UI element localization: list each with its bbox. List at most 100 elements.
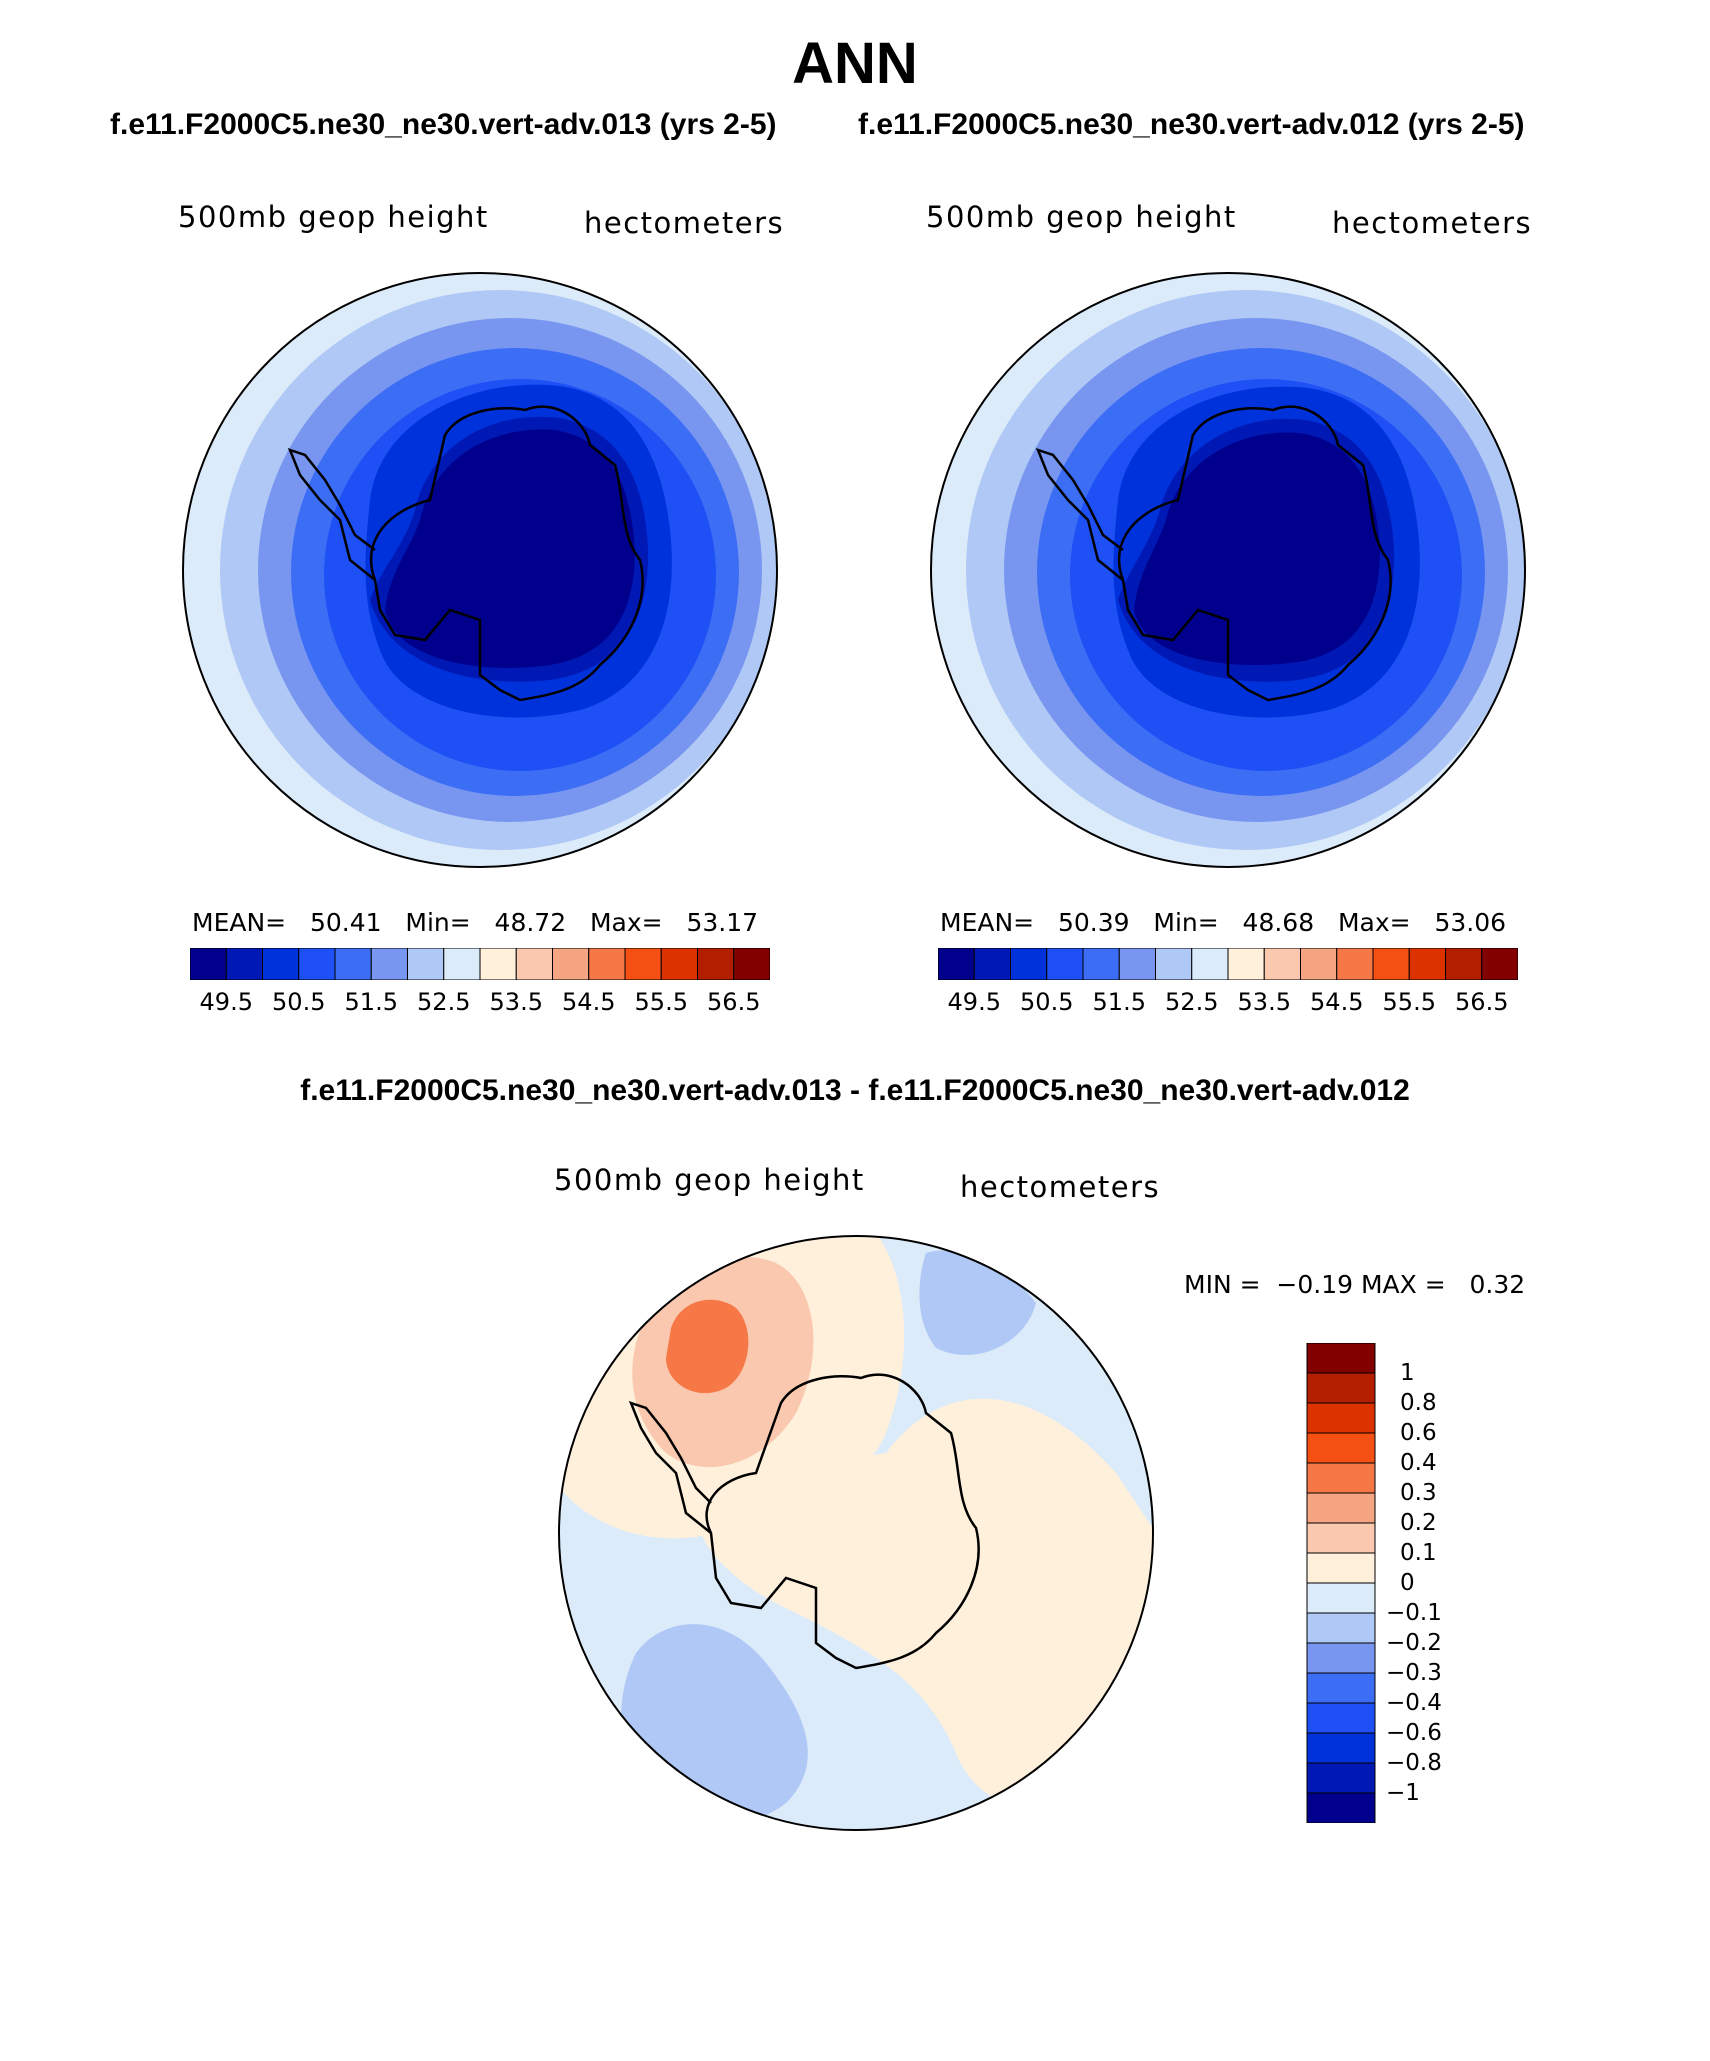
panel1-colorbar — [190, 948, 770, 980]
diff-colorbar-swatch — [1306, 1522, 1376, 1554]
panel1-colorbar-swatch — [334, 948, 372, 980]
panel2-colorbar-swatch — [1118, 948, 1156, 980]
panel2-colorbar-swatch — [973, 948, 1011, 980]
diff-colorbar-tick-label: 0.1 — [1400, 1540, 1437, 1566]
panel2-units-label: hectometers — [1332, 206, 1533, 240]
panel1-colorbar-tick-label: 53.5 — [489, 988, 543, 1016]
diff-colorbar-tick-label: 0.8 — [1400, 1390, 1437, 1416]
panel1-colorbar-swatch — [262, 948, 300, 980]
panel2-colorbar-swatch — [1155, 948, 1193, 980]
panel2-colorbar-tick-label: 51.5 — [1092, 988, 1146, 1016]
panel2-colorbar-tick-label: 53.5 — [1237, 988, 1291, 1016]
panel2-colorbar — [938, 948, 1518, 980]
diff-colorbar-tick-label: −0.2 — [1386, 1630, 1442, 1656]
panel2-colorbar-tick-label: 54.5 — [1310, 988, 1364, 1016]
diff-colorbar-swatch — [1306, 1402, 1376, 1434]
panel1-colorbar-tick-label: 51.5 — [344, 988, 398, 1016]
panel1-colorbar-swatch — [624, 948, 662, 980]
panel1-colorbar-tick-label: 56.5 — [707, 988, 761, 1016]
diff-colorbar-swatch — [1306, 1432, 1376, 1464]
subtitle-left: f.e11.F2000C5.ne30_ne30.vert-adv.013 (yr… — [110, 108, 777, 141]
diff-colorbar-swatch — [1306, 1672, 1376, 1704]
subtitle-right: f.e11.F2000C5.ne30_ne30.vert-adv.012 (yr… — [858, 108, 1525, 141]
panel1-stats: MEAN= 50.41 Min= 48.72 Max= 53.17 — [192, 908, 759, 937]
panel2-stats: MEAN= 50.39 Min= 48.68 Max= 53.06 — [940, 908, 1507, 937]
panel1-colorbar-swatch — [443, 948, 481, 980]
panel2-colorbar-swatch — [1263, 948, 1301, 980]
panel2-colorbar-swatch — [1010, 948, 1048, 980]
panel1-colorbar-swatch — [370, 948, 408, 980]
panel2-colorbar-swatch — [1227, 948, 1265, 980]
diff-colorbar-tick-label: −1 — [1386, 1780, 1420, 1806]
diff-colorbar-swatch — [1306, 1372, 1376, 1404]
page-title: ANN — [792, 31, 918, 96]
panel1-colorbar-swatch — [479, 948, 517, 980]
difference-title: f.e11.F2000C5.ne30_ne30.vert-adv.013 - f… — [300, 1074, 1410, 1107]
diff-colorbar-swatch — [1306, 1462, 1376, 1494]
panel1-colorbar-tick-label: 54.5 — [562, 988, 616, 1016]
panel2-colorbar-tick-label: 50.5 — [1020, 988, 1074, 1016]
panel1-colorbar-swatch — [588, 948, 626, 980]
diff-colorbar-swatch — [1306, 1762, 1376, 1794]
diff-units-label: hectometers — [960, 1170, 1161, 1204]
diff-colorbar-tick-label: 0.3 — [1400, 1480, 1437, 1506]
panel2-colorbar-swatch — [1046, 948, 1084, 980]
panel2-colorbar-swatch — [1445, 948, 1483, 980]
panel1-colorbar-swatch — [733, 948, 770, 980]
panel1-colorbar-swatch — [298, 948, 336, 980]
diff-colorbar-tick-label: −0.1 — [1386, 1600, 1442, 1626]
diff-colorbar-tick-label: 0.6 — [1400, 1420, 1437, 1446]
panel2-colorbar-tick-label: 49.5 — [947, 988, 1001, 1016]
diff-colorbar-swatch — [1306, 1792, 1376, 1823]
diff-colorbar-swatch — [1306, 1582, 1376, 1614]
panel2-colorbar-labels: 49.5 50.5 51.5 52.5 53.5 54.5 55.5 56.5 — [938, 988, 1518, 1022]
diff-colorbar-tick-label: −0.3 — [1386, 1660, 1442, 1686]
diff-colorbar — [1306, 1343, 1376, 1823]
panel2-colorbar-swatch — [1300, 948, 1338, 980]
diff-colorbar-swatch — [1306, 1552, 1376, 1584]
diff-colorbar-swatch — [1306, 1492, 1376, 1524]
diff-colorbar-swatch — [1306, 1732, 1376, 1764]
diff-colorbar-swatch — [1306, 1642, 1376, 1674]
panel2-variable-label: 500mb geop height — [926, 200, 1237, 234]
diff-colorbar-tick-label: −0.4 — [1386, 1690, 1442, 1716]
diff-colorbar-swatch — [1306, 1612, 1376, 1644]
diff-colorbar-labels: 1 0.8 0.6 0.4 0.3 0.2 0.1 0 −0.1 −0.2 −0.3 −0.4 −0.6… — [1386, 1343, 1506, 1823]
panel1-variable-label: 500mb geop height — [178, 200, 489, 234]
panel2-colorbar-swatch — [1336, 948, 1374, 980]
diff-colorbar-swatch — [1306, 1702, 1376, 1734]
panel2-colorbar-swatch — [1191, 948, 1229, 980]
diff-map — [558, 1235, 1154, 1831]
diff-colorbar-tick-label: 0.2 — [1400, 1510, 1437, 1536]
panel2-colorbar-swatch — [1082, 948, 1120, 980]
panel1-colorbar-tick-label: 52.5 — [417, 988, 471, 1016]
panel1-colorbar-swatch — [660, 948, 698, 980]
panel1-colorbar-labels: 49.5 50.5 51.5 52.5 53.5 54.5 55.5 56.5 — [190, 988, 770, 1022]
panel2-colorbar-swatch — [1372, 948, 1410, 980]
panel2-map — [930, 272, 1526, 868]
diff-colorbar-tick-label: 0 — [1400, 1570, 1415, 1596]
panel2-colorbar-tick-label: 56.5 — [1455, 988, 1509, 1016]
panel2-colorbar-swatch — [938, 948, 975, 980]
panel1-colorbar-swatch — [190, 948, 227, 980]
panel1-colorbar-swatch — [515, 948, 553, 980]
diff-colorbar-tick-label: −0.6 — [1386, 1720, 1442, 1746]
panel1-colorbar-swatch — [225, 948, 263, 980]
diff-colorbar-swatch — [1306, 1343, 1376, 1374]
panel1-colorbar-swatch — [552, 948, 590, 980]
panel1-colorbar-tick-label: 50.5 — [272, 988, 326, 1016]
panel1-colorbar-tick-label: 55.5 — [634, 988, 688, 1016]
panel2-colorbar-tick-label: 55.5 — [1382, 988, 1436, 1016]
panel2-colorbar-swatch — [1408, 948, 1446, 980]
panel1-map — [182, 272, 778, 868]
panel2-colorbar-swatch — [1481, 948, 1518, 980]
panel1-colorbar-swatch — [697, 948, 735, 980]
diff-colorbar-tick-label: 0.4 — [1400, 1450, 1437, 1476]
diff-colorbar-tick-label: −0.8 — [1386, 1750, 1442, 1776]
diff-minmax: MIN = −0.19 MAX = 0.32 — [1184, 1270, 1526, 1299]
panel1-colorbar-swatch — [407, 948, 445, 980]
diff-variable-label: 500mb geop height — [554, 1163, 865, 1197]
panel1-units-label: hectometers — [584, 206, 785, 240]
panel2-colorbar-tick-label: 52.5 — [1165, 988, 1219, 1016]
panel1-colorbar-tick-label: 49.5 — [199, 988, 253, 1016]
